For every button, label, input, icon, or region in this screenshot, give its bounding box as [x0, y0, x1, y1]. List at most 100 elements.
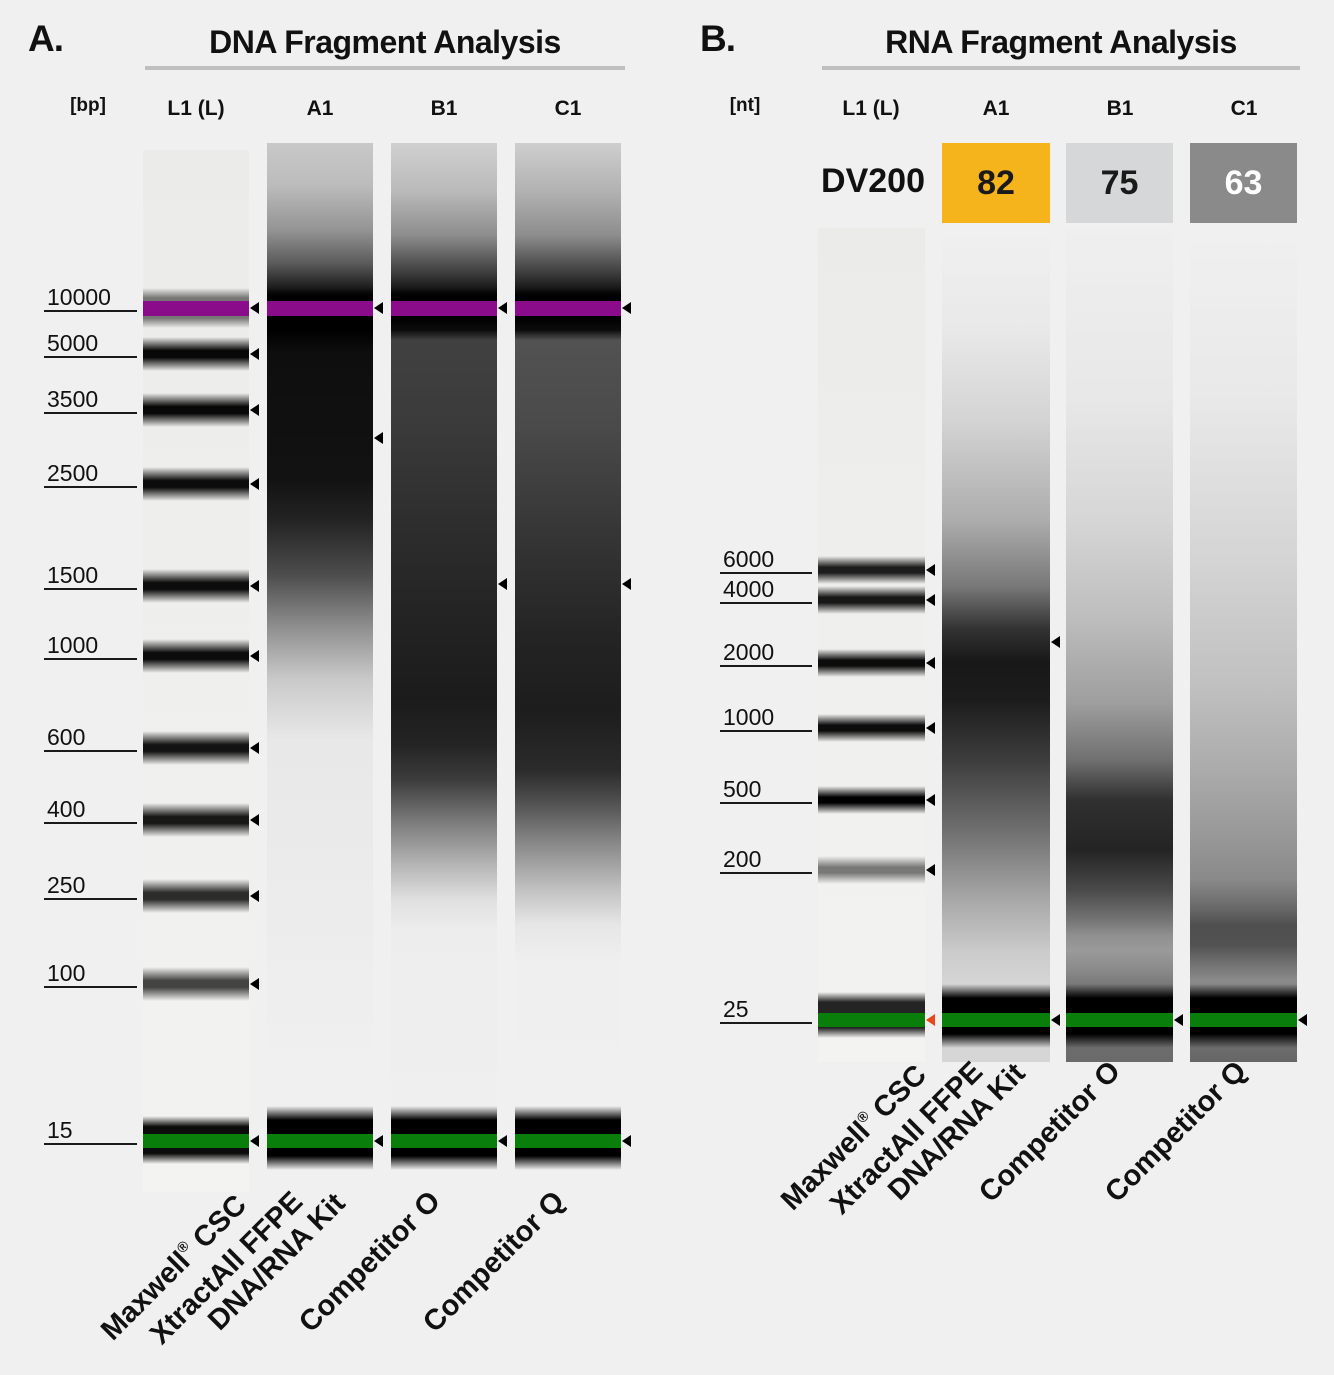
band-pointer-triangle: [250, 348, 259, 360]
band-pointer-triangle: [250, 580, 259, 592]
band-pointer-triangle: [926, 594, 935, 606]
ladder-size-label: 200: [720, 844, 812, 874]
ladder-size-label: 1000: [720, 702, 812, 732]
gel-lane-b1: [1066, 228, 1173, 1062]
band-pointer-triangle: [926, 864, 935, 876]
ladder-band: [143, 467, 249, 501]
gel-lane-b1: [391, 143, 497, 1192]
band-pointer-triangle: [498, 1135, 507, 1147]
band-pointer-triangle: [622, 578, 631, 590]
ladder-size-label: 250: [44, 870, 137, 900]
purple-marker: [143, 301, 249, 316]
band-pointer-triangle: [250, 1135, 259, 1147]
ladder-band: [143, 731, 249, 765]
band-pointer-triangle: [374, 302, 383, 314]
band-pointer-triangle: [1174, 1014, 1183, 1026]
purple-marker: [391, 301, 497, 316]
ladder-size-label: 600: [44, 722, 137, 752]
band-pointer-triangle: [622, 1135, 631, 1147]
ladder-size-label: 25: [720, 994, 812, 1024]
lower-marker-band: [942, 984, 1050, 1048]
ladder-band: [143, 803, 249, 837]
band-pointer-triangle: [926, 794, 935, 806]
band-pointer-triangle: [250, 742, 259, 754]
ladder-size-label: 10000: [44, 282, 137, 312]
ladder-band: [143, 393, 249, 427]
panel-a-header-c1: C1: [554, 97, 582, 120]
purple-marker: [267, 301, 373, 316]
ladder-band: [143, 569, 249, 603]
ladder-band: [143, 967, 249, 1001]
band-pointer-triangle: [1051, 1014, 1060, 1026]
panel-a-header-ladder: L1 (L): [167, 97, 225, 120]
ladder-size-label: 400: [44, 794, 137, 824]
upper-marker-band: [267, 288, 373, 328]
ladder-size-label: 500: [720, 774, 812, 804]
dv200-value-c1: 63: [1190, 143, 1297, 223]
green-marker: [818, 1013, 925, 1027]
band-pointer-triangle: [926, 722, 935, 734]
ladder-size-label: 6000: [720, 544, 812, 574]
panel-a-title: DNA Fragment Analysis: [209, 24, 561, 60]
band-pointer-triangle: [250, 978, 259, 990]
lower-marker-band: [1066, 984, 1173, 1048]
ladder-band: [143, 337, 249, 371]
band-pointer-triangle: [250, 814, 259, 826]
band-pointer-triangle: [1298, 1014, 1307, 1026]
panel-b-title-divider: [822, 66, 1300, 70]
dv200-value-b1: 75: [1066, 143, 1173, 223]
ladder-band: [818, 856, 925, 884]
gel-lane-a1: [267, 143, 373, 1192]
dv200-value-a1: 82: [942, 143, 1050, 223]
ladder-size-label: 4000: [720, 574, 812, 604]
gel-lane-a1: [942, 228, 1050, 1062]
lower-marker-band: [267, 1106, 373, 1170]
green-marker: [143, 1134, 249, 1148]
green-marker: [391, 1134, 497, 1148]
panel-b-header-ladder: L1 (L): [842, 97, 900, 120]
ladder-band: [818, 556, 925, 584]
green-marker: [515, 1134, 621, 1148]
band-pointer-triangle: [1051, 636, 1060, 648]
panel-a-title-divider: [145, 66, 625, 70]
panel-b-header-c1: C1: [1230, 97, 1258, 120]
panel-b-header-a1: A1: [982, 97, 1010, 120]
ladder-band: [818, 649, 925, 677]
band-pointer-triangle: [374, 1135, 383, 1147]
panel-a-unit-label: [bp]: [70, 95, 106, 116]
lower-marker-band: [818, 992, 925, 1038]
ladder-size-label: 1000: [44, 630, 137, 660]
lower-marker-band: [143, 1116, 249, 1164]
upper-marker-band: [143, 288, 249, 328]
ladder-size-label: 15: [44, 1115, 137, 1145]
panel-b-header-b1: B1: [1106, 97, 1134, 120]
green-marker: [267, 1134, 373, 1148]
green-marker: [1190, 1013, 1297, 1027]
gel-lane-l1l: [143, 150, 249, 1192]
ladder-size-label: 2500: [44, 458, 137, 488]
dv200-label: DV200: [821, 162, 925, 200]
band-pointer-triangle: [250, 404, 259, 416]
lower-marker-band: [1190, 984, 1297, 1048]
ladder-band: [818, 714, 925, 742]
ladder-band: [818, 786, 925, 814]
ladder-size-label: 100: [44, 958, 137, 988]
panel-b-unit-label: [nt]: [729, 95, 761, 116]
ladder-size-label: 5000: [44, 328, 137, 358]
ladder-band: [143, 879, 249, 913]
ladder-size-label: 3500: [44, 384, 137, 414]
lower-marker-band: [391, 1106, 497, 1170]
band-pointer-triangle: [250, 478, 259, 490]
panel-b-title: RNA Fragment Analysis: [885, 24, 1237, 60]
band-pointer-triangle: [498, 578, 507, 590]
panel-b-letter: B.: [700, 18, 736, 59]
lower-marker-band: [515, 1106, 621, 1170]
band-pointer-triangle: [374, 432, 383, 444]
band-pointer-triangle: [498, 302, 507, 314]
panel-a-letter: A.: [28, 18, 64, 59]
ladder-band: [818, 586, 925, 614]
band-pointer-triangle: [926, 564, 935, 576]
band-pointer-triangle: [250, 302, 259, 314]
band-pointer-triangle: [926, 1014, 935, 1026]
